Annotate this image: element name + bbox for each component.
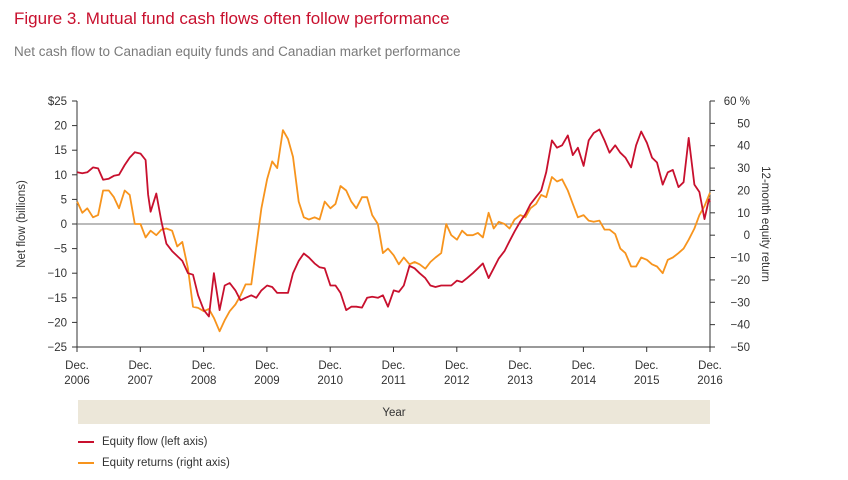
left-tick-label: −25 bbox=[47, 342, 67, 354]
chart-canvas: Year−25−20−15−10−505101520$25−50−40−30−2… bbox=[16, 96, 771, 424]
x-tick-month: Dec. bbox=[318, 360, 342, 372]
x-tick-month: Dec. bbox=[698, 360, 722, 372]
right-tick-label: 10 bbox=[737, 208, 750, 220]
x-tick-month: Dec. bbox=[192, 360, 216, 372]
left-tick-label: $25 bbox=[48, 96, 67, 108]
right-tick-label: −40 bbox=[730, 320, 750, 332]
x-tick-year: 2015 bbox=[634, 375, 660, 387]
x-tick-month: Dec. bbox=[128, 360, 152, 372]
left-axis-title: Net flow (billions) bbox=[16, 180, 28, 268]
right-tick-label: 30 bbox=[737, 163, 750, 175]
x-tick-year: 2014 bbox=[571, 375, 597, 387]
x-tick-month: Dec. bbox=[572, 360, 596, 372]
x-tick-year: 2011 bbox=[381, 375, 406, 387]
series-line-equity-flow bbox=[77, 128, 711, 318]
x-tick-month: Dec. bbox=[635, 360, 659, 372]
right-tick-label: 50 bbox=[737, 118, 750, 130]
xaxis-band bbox=[78, 400, 710, 424]
left-tick-label: 0 bbox=[61, 219, 67, 231]
left-tick-label: −15 bbox=[47, 293, 67, 305]
x-tick-year: 2008 bbox=[191, 375, 217, 387]
right-tick-label: −20 bbox=[730, 275, 750, 287]
legend-item-equity-flow: Equity flow (left axis) bbox=[78, 436, 207, 448]
right-tick-label: −50 bbox=[730, 342, 750, 354]
x-tick-month: Dec. bbox=[255, 360, 279, 372]
x-tick-month: Dec. bbox=[508, 360, 532, 372]
left-tick-label: −20 bbox=[47, 317, 67, 329]
x-tick-year: 2012 bbox=[444, 375, 470, 387]
x-tick-year: 2007 bbox=[128, 375, 154, 387]
left-tick-label: −5 bbox=[54, 244, 67, 256]
x-tick-month: Dec. bbox=[445, 360, 469, 372]
right-tick-label: 40 bbox=[737, 141, 750, 153]
left-tick-label: 15 bbox=[54, 145, 67, 157]
x-tick-year: 2016 bbox=[697, 375, 723, 387]
x-tick-year: 2010 bbox=[317, 375, 343, 387]
right-axis-title: 12-month equity return bbox=[759, 166, 771, 282]
legend-label-equity-flow: Equity flow (left axis) bbox=[102, 436, 208, 448]
series-line-equity-returns bbox=[76, 129, 711, 333]
legend-label-equity-returns: Equity returns (right axis) bbox=[102, 457, 230, 469]
x-tick-month: Dec. bbox=[65, 360, 89, 372]
left-tick-label: 10 bbox=[54, 170, 67, 182]
x-tick-year: 2006 bbox=[64, 375, 90, 387]
legend-swatch-equity-flow bbox=[78, 441, 94, 443]
legend-item-equity-returns: Equity returns (right axis) bbox=[78, 457, 230, 469]
x-tick-month: Dec. bbox=[382, 360, 406, 372]
left-tick-label: −10 bbox=[47, 268, 67, 280]
left-tick-label: 20 bbox=[54, 121, 67, 133]
figure-title: Figure 3. Mutual fund cash flows often f… bbox=[14, 9, 450, 28]
right-tick-label: 60 % bbox=[724, 96, 750, 108]
x-tick-year: 2009 bbox=[254, 375, 280, 387]
left-tick-label: 5 bbox=[61, 194, 67, 206]
right-tick-label: −10 bbox=[730, 253, 750, 265]
right-tick-label: 20 bbox=[737, 185, 750, 197]
x-tick-year: 2013 bbox=[507, 375, 533, 387]
right-tick-label: −30 bbox=[730, 297, 750, 309]
figure-subtitle: Net cash flow to Canadian equity funds a… bbox=[14, 44, 461, 59]
legend-swatch-equity-returns bbox=[78, 462, 94, 464]
right-tick-label: 0 bbox=[744, 230, 750, 242]
xaxis-label: Year bbox=[382, 407, 405, 419]
